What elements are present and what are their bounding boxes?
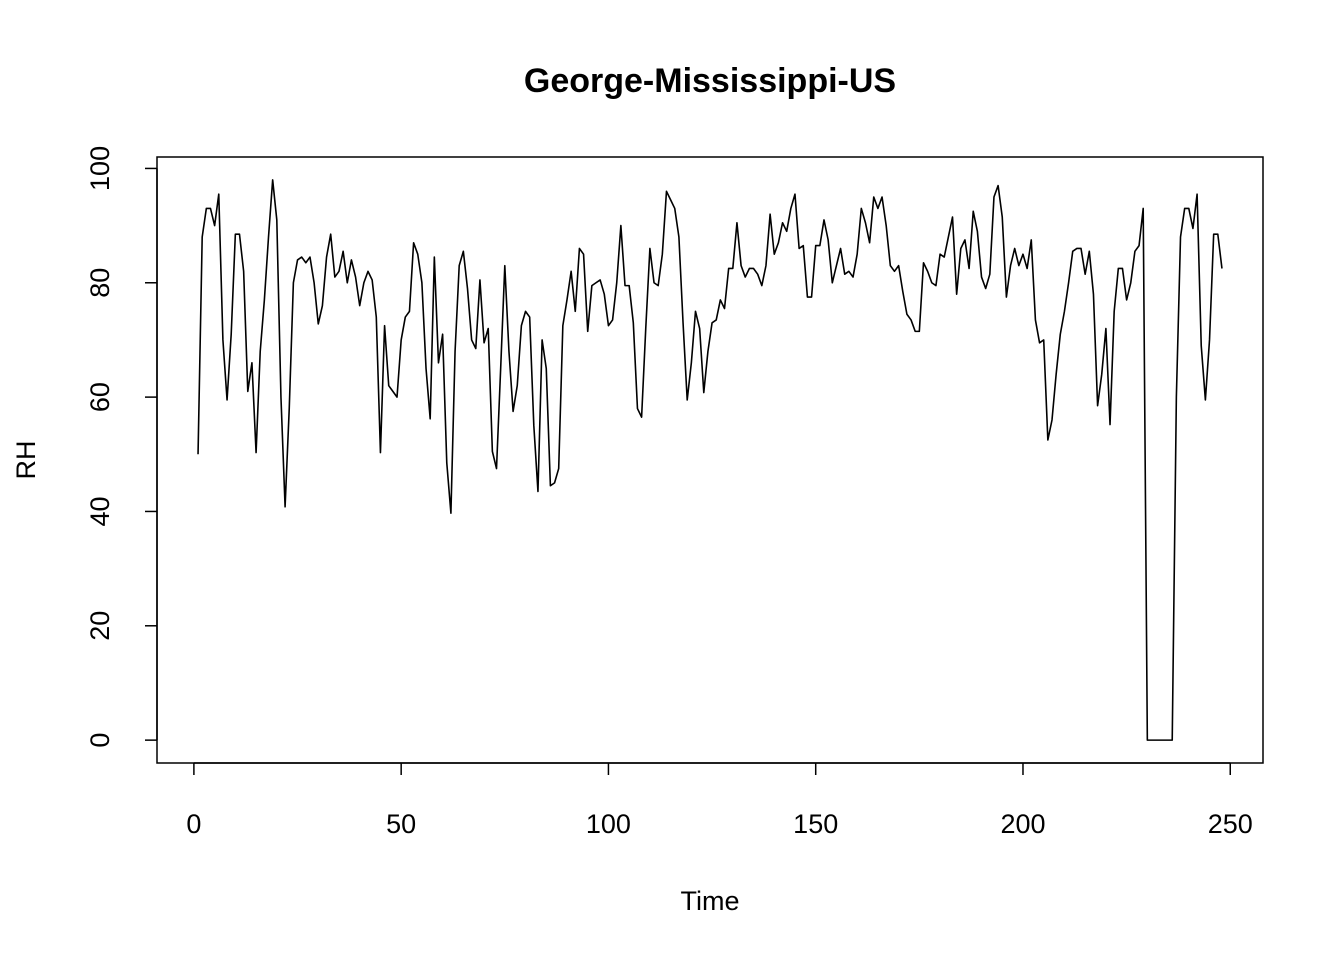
y-tick-label: 100	[85, 146, 115, 191]
y-tick-label: 80	[85, 268, 115, 298]
x-axis-label: Time	[681, 886, 740, 916]
chart-title: George-Mississippi-US	[524, 62, 896, 100]
y-tick-label: 40	[85, 496, 115, 526]
y-axis-label: RH	[11, 441, 41, 480]
x-tick-label: 250	[1208, 809, 1253, 839]
x-tick-label: 150	[793, 809, 838, 839]
data-line	[197, 179, 1223, 741]
x-tick-label: 50	[386, 809, 416, 839]
x-tick-label: 100	[586, 809, 631, 839]
y-tick-label: 60	[85, 382, 115, 412]
x-tick-label: 0	[186, 809, 201, 839]
x-tick-label: 200	[1000, 809, 1045, 839]
y-tick-label: 0	[85, 733, 115, 748]
y-tick-label: 20	[85, 611, 115, 641]
